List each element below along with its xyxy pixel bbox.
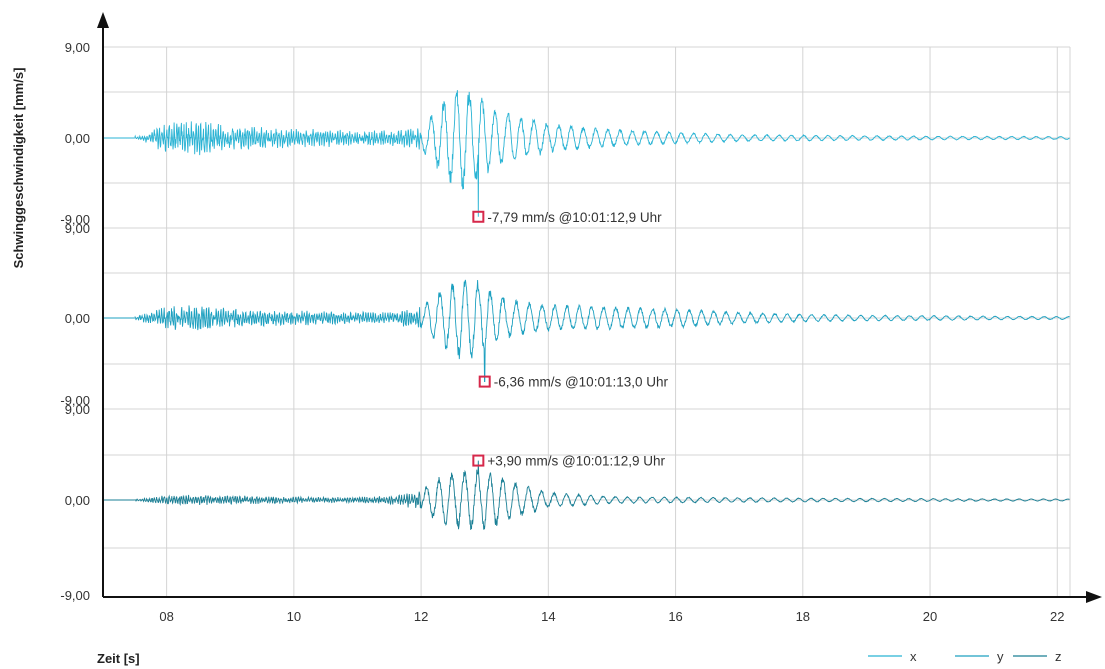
y-tick-label: 0,00 xyxy=(65,311,90,326)
peak-annotations: -7,79 mm/s @10:01:12,9 Uhr -6,36 mm/s @10… xyxy=(472,210,669,469)
y-tick-label: 9,00 xyxy=(65,221,90,236)
y-tick-labels: 9,000,00-9,009,000,00-9,009,000,00-9,00 xyxy=(60,40,90,603)
y-tick-label: -9,00 xyxy=(60,588,90,603)
x-axis-title: Zeit [s] xyxy=(97,651,140,666)
y-axis-title: Schwinggeschwindigkeit [mm/s] xyxy=(11,68,26,269)
series-x-trace xyxy=(134,90,1070,217)
y-tick-label: -9,00 xyxy=(60,212,90,227)
x-tick-label: 14 xyxy=(541,609,555,624)
y-tick-label: 9,00 xyxy=(65,40,90,55)
legend: x y z xyxy=(868,649,1062,664)
x-tick-label: 12 xyxy=(414,609,428,624)
x-tick-label: 08 xyxy=(159,609,173,624)
x-tick-label: 16 xyxy=(668,609,682,624)
y-tick-label: 0,00 xyxy=(65,493,90,508)
x-tick-labels: 08 10 12 14 16 18 20 22 xyxy=(159,609,1064,624)
peak-label-x: -7,79 mm/s @10:01:12,9 Uhr xyxy=(487,210,662,225)
series-z-trace xyxy=(134,460,1070,530)
x-tick-label: 20 xyxy=(923,609,937,624)
y-axis-arrow xyxy=(97,12,109,28)
x-tick-label: 22 xyxy=(1050,609,1064,624)
legend-label-y: y xyxy=(997,649,1004,664)
peak-label-z: +3,90 mm/s @10:01:12,9 Uhr xyxy=(487,454,665,469)
x-tick-label: 10 xyxy=(287,609,301,624)
series-traces xyxy=(103,90,1070,530)
axes xyxy=(97,12,1102,603)
y-tick-label: -9,00 xyxy=(60,393,90,408)
peak-label-y: -6,36 mm/s @10:01:13,0 Uhr xyxy=(494,375,669,390)
legend-label-x: x xyxy=(910,649,917,664)
y-tick-label: 0,00 xyxy=(65,131,90,146)
series-y-trace xyxy=(134,279,1070,383)
peak-marker-x xyxy=(472,210,485,223)
peak-marker-y xyxy=(478,375,491,388)
x-axis-arrow xyxy=(1086,591,1102,603)
grid xyxy=(103,46,1071,597)
legend-label-z: z xyxy=(1055,649,1062,664)
peak-marker-z xyxy=(472,454,485,467)
x-tick-label: 18 xyxy=(796,609,810,624)
y-tick-label: 9,00 xyxy=(65,402,90,417)
